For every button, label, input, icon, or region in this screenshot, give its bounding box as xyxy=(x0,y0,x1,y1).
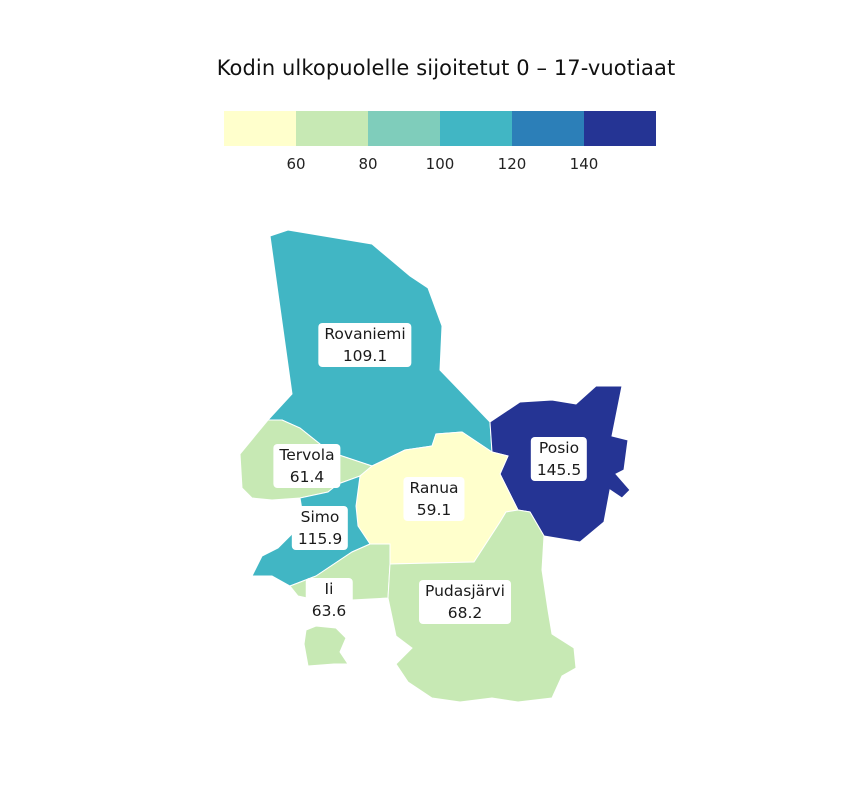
region-label-posio: Posio 145.5 xyxy=(530,437,588,481)
region-name: Pudasjärvi xyxy=(425,582,505,600)
legend-swatch xyxy=(584,111,656,146)
region-name: Posio xyxy=(538,439,580,457)
region-name: Ii xyxy=(324,580,334,598)
region-label-rovaniemi: Rovaniemi 109.1 xyxy=(318,323,412,367)
region-label-simo: Simo 115.9 xyxy=(291,506,349,550)
region-value: 61.4 xyxy=(289,468,325,486)
region-name: Rovaniemi xyxy=(324,325,406,343)
legend-tick: 140 xyxy=(569,155,599,173)
region-name: Tervola xyxy=(279,446,335,464)
region-label-ranua: Ranua 59.1 xyxy=(403,477,465,521)
legend-swatch xyxy=(224,111,296,146)
color-legend: 60 80 100 120 140 xyxy=(224,111,656,181)
region-name: Simo xyxy=(300,508,340,526)
legend-bar xyxy=(224,111,656,146)
legend-swatch xyxy=(296,111,368,146)
region-value: 63.6 xyxy=(311,602,347,620)
region-label-tervola: Tervola 61.4 xyxy=(273,444,341,488)
legend-tick: 100 xyxy=(425,155,455,173)
region-value: 115.9 xyxy=(297,530,343,548)
region-value: 59.1 xyxy=(416,501,452,519)
region-name: Ranua xyxy=(409,479,459,497)
region-label-ii: Ii 63.6 xyxy=(305,578,353,622)
legend-swatch xyxy=(512,111,584,146)
region-value: 145.5 xyxy=(536,461,582,479)
region-value: 109.1 xyxy=(342,347,388,365)
region-value: 68.2 xyxy=(447,604,483,622)
legend-tick: 60 xyxy=(286,155,306,173)
region-label-pudasjarvi: Pudasjärvi 68.2 xyxy=(419,580,511,624)
legend-swatch xyxy=(440,111,512,146)
legend-tick: 80 xyxy=(358,155,378,173)
legend-tick: 120 xyxy=(497,155,527,173)
map-title: Kodin ulkopuolelle sijoitetut 0 – 17-vuo… xyxy=(216,56,676,80)
legend-swatch xyxy=(368,111,440,146)
